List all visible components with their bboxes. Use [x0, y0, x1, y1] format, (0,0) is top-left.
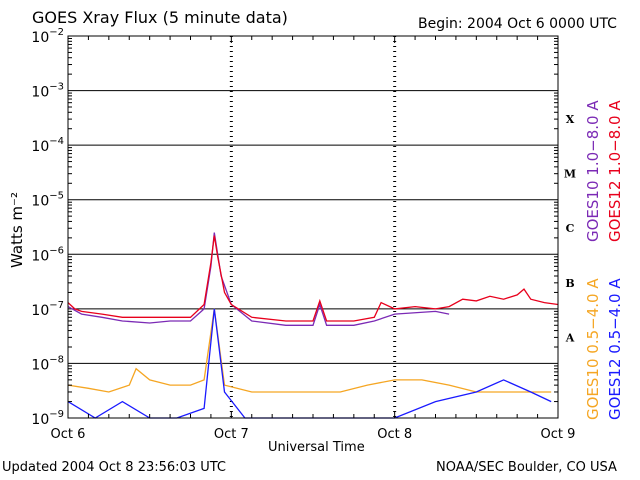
- chart-title: GOES Xray Flux (5 minute data): [32, 8, 288, 27]
- credit: NOAA/SEC Boulder, CO USA: [436, 460, 617, 475]
- legend-goes10-short: GOES10 0.5−4.0 A: [584, 278, 602, 420]
- y-tick-label: 10−6: [31, 245, 64, 264]
- axis-labels: 10−9 10−8 10−7 10−6 10−5 10−4 10−3 10−2 Oct 6 Oct…: [31, 27, 576, 442]
- grid-lines: [68, 36, 558, 418]
- y-tick-label: 10−4: [31, 136, 64, 155]
- x-tick-label: Oct 7: [214, 427, 249, 442]
- y-tick-label: 10−3: [31, 82, 64, 101]
- flare-class-label: A: [565, 331, 575, 344]
- y-tick-label: 10−5: [31, 191, 64, 210]
- flare-class-label: X: [566, 113, 575, 126]
- flare-class-label: M: [564, 168, 576, 181]
- y-tick-label: 10−2: [31, 27, 64, 46]
- legend-goes12-short: GOES12 0.5−4.0 A: [606, 278, 624, 420]
- series-line-1: [67, 235, 559, 322]
- legend-goes12-long: GOES12 1.0−8.0 A: [606, 100, 624, 242]
- series-lines: [67, 232, 559, 419]
- axis-ticks: [67, 36, 559, 418]
- series-line-0: [67, 232, 450, 326]
- begin-time: Begin: 2004 Oct 6 0000 UTC: [418, 16, 617, 32]
- series-line-2: [67, 308, 552, 393]
- flare-class-label: C: [566, 222, 575, 235]
- y-tick-label: 10−9: [31, 409, 64, 428]
- x-tick-label: Oct 9: [541, 427, 576, 442]
- flare-class-label: B: [565, 277, 574, 290]
- y-tick-label: 10−7: [31, 300, 64, 319]
- legend-goes10-long: GOES10 1.0−8.0 A: [584, 100, 602, 242]
- plot-frame: [67, 35, 559, 419]
- y-axis-label: Watts m⁻²: [8, 192, 26, 268]
- y-tick-label: 10−8: [31, 354, 64, 373]
- x-tick-label: Oct 6: [51, 427, 86, 442]
- x-tick-label: Oct 8: [377, 427, 412, 442]
- x-axis-label: Universal Time: [268, 440, 365, 455]
- updated-time: Updated 2004 Oct 8 23:56:03 UTC: [2, 460, 226, 475]
